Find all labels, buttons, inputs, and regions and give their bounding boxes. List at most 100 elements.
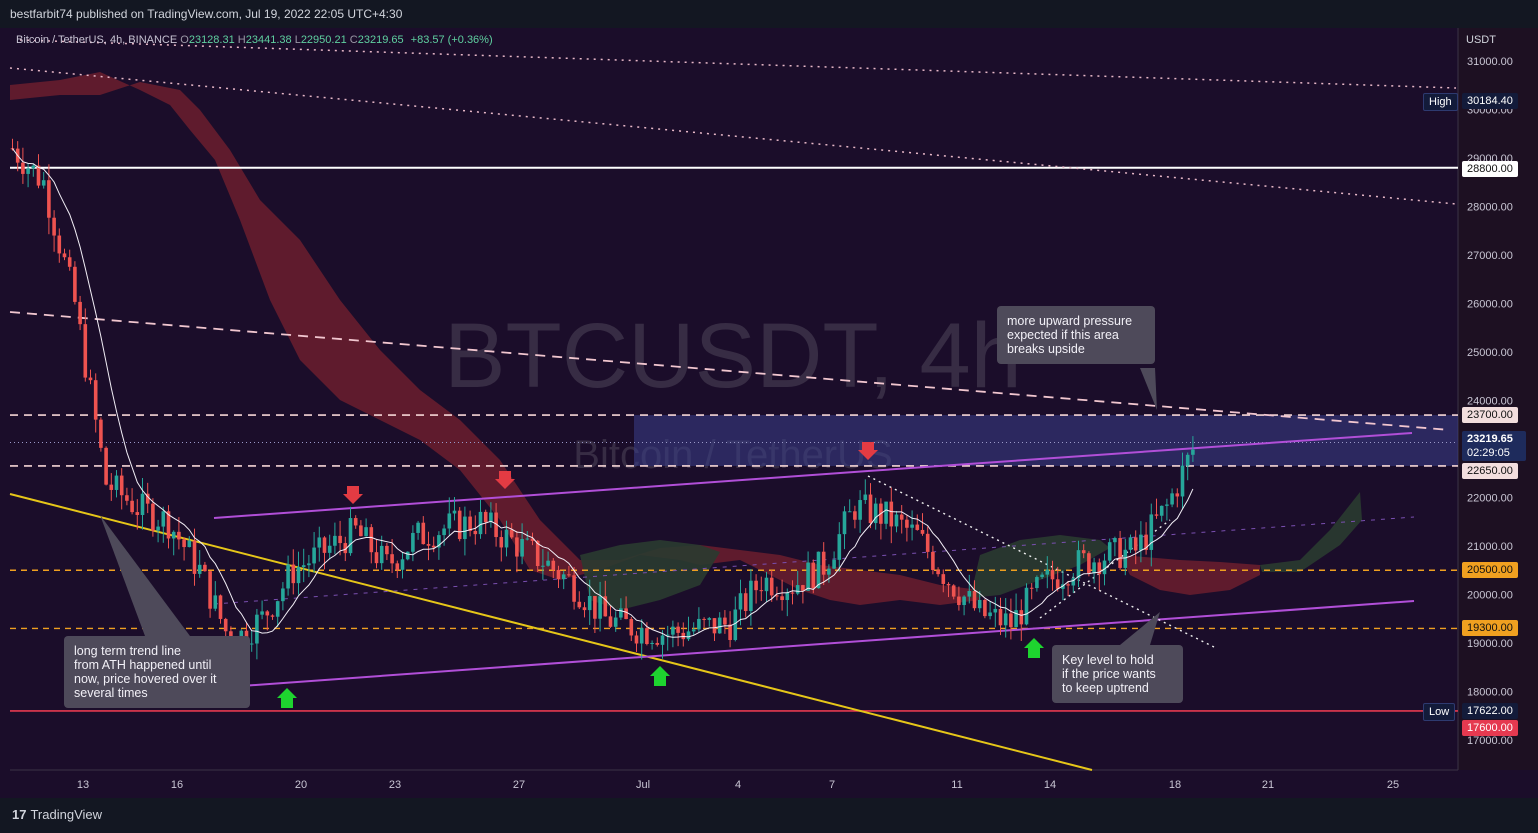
dashed-trend-line [9,311,1451,431]
candle-body [608,616,613,627]
candle-body [125,495,129,501]
candle-body [421,522,426,545]
symbol-legend[interactable]: Bitcoin / TetherUS, 4h, BINANCE O23128.3… [16,34,493,46]
channel-upper-line [867,432,1413,472]
note-line: breaks upside [1007,342,1085,356]
low-price-tag: 17622.00 [1462,703,1518,719]
candle-body [286,564,290,589]
candle-body [431,545,436,548]
candle-body [951,585,956,597]
change-value: +83.57 (+0.36%) [410,34,493,46]
candle-body [598,596,602,619]
x-tick-label: 27 [513,779,525,791]
candle-body [119,475,124,496]
candle-body [1159,505,1164,516]
candle-body [645,628,649,645]
candle-body [31,165,36,169]
x-tick-label: 7 [829,779,835,791]
y-tick-label: 18000.00 [1467,687,1513,699]
note-trend-line[interactable]: long term trend line from ATH happened u… [64,636,250,708]
candle-body [1191,449,1195,455]
candle-body [1081,550,1086,554]
candle-body [556,569,561,580]
candle-body [858,500,862,520]
level-23700-tag: 23700.00 [1462,407,1518,423]
note-line: from ATH happened until [74,658,212,672]
candle-body [686,631,691,640]
candle-body [151,503,155,531]
local-downtrend-line [867,475,1215,648]
candle-body [379,545,384,564]
candle-body [795,585,800,594]
candle-body [1128,537,1133,550]
up-arrow-icon [1024,638,1044,658]
candle-body [728,624,732,641]
candle-body [1170,493,1174,505]
candle-body [957,596,961,606]
candle-body [312,547,316,564]
candle-body [634,635,639,644]
tradingview-brand[interactable]: 17 TradingView [12,807,102,822]
candle-body [504,529,509,548]
candle-body [733,609,738,641]
candle-body [473,530,478,535]
candle-body [624,608,628,620]
candle-body [972,591,977,609]
down-arrow-icon [343,486,363,504]
candle-body [775,595,779,597]
note-upward-pressure[interactable]: more upward pressure expected if this ar… [997,306,1155,364]
candle-body [57,235,62,254]
candle-body [468,516,472,531]
candle-body [530,538,535,541]
candle-body [208,571,212,609]
last-price-tag: 23219.65 02:29:05 [1462,431,1526,461]
candle-body [629,619,634,636]
candle-body [863,494,868,501]
note-line: expected if this area [1007,328,1119,342]
candle-body [577,601,582,608]
candle-body [759,590,764,592]
candle-body [499,537,504,548]
candle-body [889,501,894,527]
candle-body [62,253,67,258]
candle-body [998,608,1003,626]
candle-body [738,593,743,610]
candle-body [837,534,842,560]
note-pointer [1140,368,1157,410]
candle-body [218,595,223,619]
candle-body [988,612,992,617]
price-axis [1458,28,1538,770]
level-19300-tag: 19300.00 [1462,620,1518,636]
candle-body [515,537,519,557]
candle-body [894,514,899,527]
candle-body [36,165,41,186]
candle-body [785,592,790,601]
high-price-tag: 30184.40 [1462,93,1518,109]
candle-body [962,596,966,606]
candle-body [270,615,275,617]
watermark-ticker: BTCUSDT, 4h [444,305,1022,407]
level-22650-tag: 22650.00 [1462,463,1518,479]
candle-body [873,503,878,524]
high-value: 23441.38 [245,34,292,46]
channel-lower-line [213,600,1415,689]
y-tick-label: 21000.00 [1467,541,1513,553]
candle-body [249,643,254,645]
candle-body [754,580,758,591]
candle-body [910,524,914,528]
candle-body [78,301,82,325]
candle-body [390,554,394,564]
candle-body [925,533,930,552]
x-tick-label: Jul [636,779,650,791]
candle-body [26,168,30,174]
candle-body [868,494,873,524]
candle-body [374,552,379,564]
candle-body [437,535,441,548]
note-key-level[interactable]: Key level to hold if the price wants to … [1052,645,1183,703]
note-pointer [100,515,190,636]
candle-body [192,540,197,574]
candle-body [665,634,670,636]
candle-body [717,617,722,634]
y-tick-label: 27000.00 [1467,250,1513,262]
